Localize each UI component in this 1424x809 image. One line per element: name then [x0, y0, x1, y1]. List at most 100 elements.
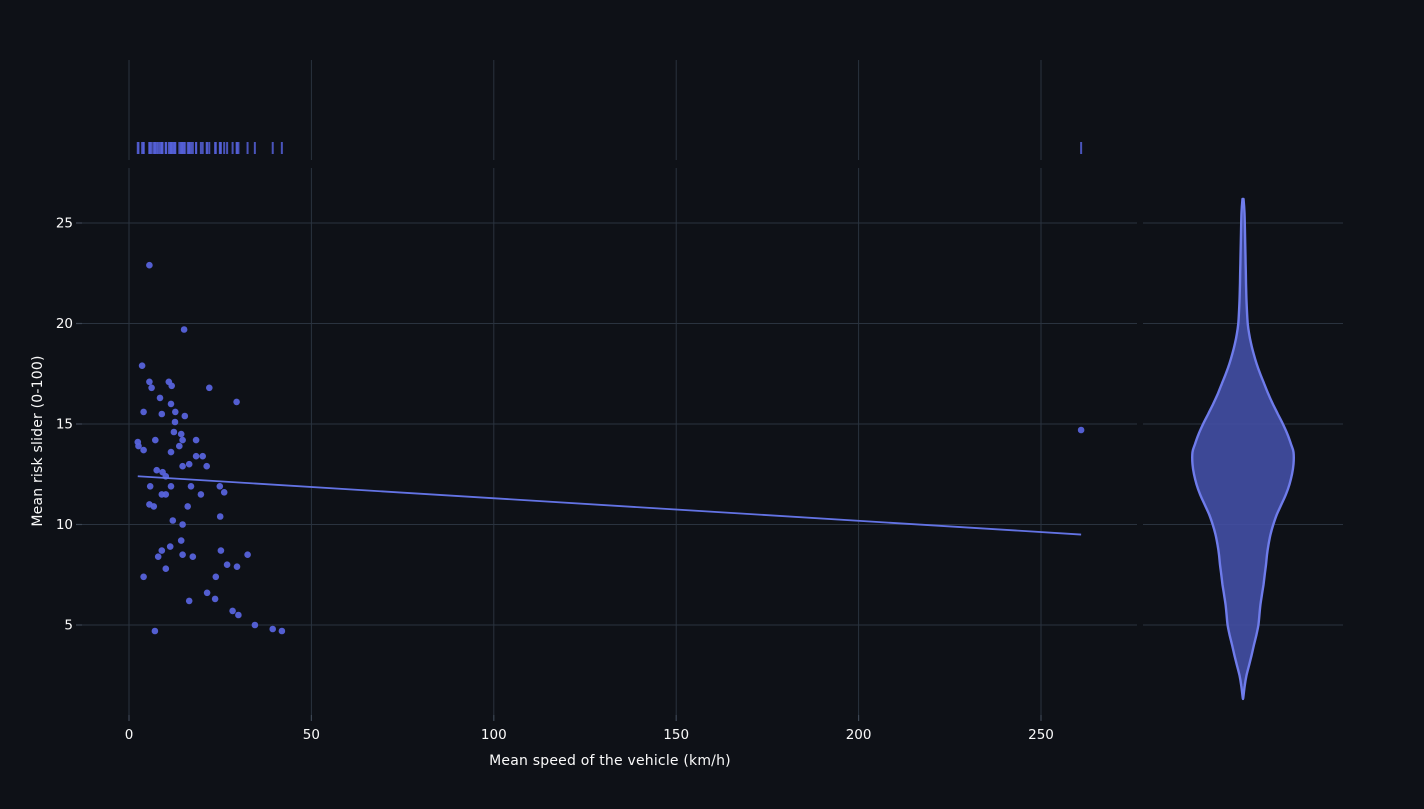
rug-plot: [136, 142, 1083, 154]
scatter-point: [176, 442, 183, 450]
rug-tick: [1080, 142, 1083, 154]
rug-tick: [181, 142, 184, 154]
scatter-point: [167, 448, 175, 456]
scatter-point: [172, 408, 179, 416]
rug-tick: [150, 142, 153, 154]
rug-tick: [195, 142, 198, 154]
rug-tick: [246, 142, 249, 154]
scatter-point: [162, 565, 170, 572]
scatter-point: [211, 595, 219, 603]
x-tick-label: 150: [663, 727, 689, 743]
violin-shape: [1191, 197, 1295, 701]
rug-tick: [186, 142, 189, 154]
rug-tick: [219, 142, 222, 154]
rug-tick: [280, 142, 283, 154]
scatter-points: [134, 261, 1085, 635]
scatter-point: [203, 462, 210, 470]
rug-tick: [142, 142, 145, 154]
scatter-point: [189, 553, 197, 560]
rug-tick: [155, 142, 158, 154]
regression-line: [137, 475, 1082, 536]
x-tick-label: 200: [846, 727, 872, 743]
scatter-point: [187, 483, 195, 490]
scatter-point: [181, 412, 189, 420]
scatter-point: [156, 394, 164, 402]
scatter-point: [177, 430, 185, 438]
scatter-point: [166, 543, 174, 550]
scatter-point: [150, 503, 158, 510]
rug-tick: [164, 142, 167, 154]
regression-line-group: [137, 475, 1082, 536]
scatter-point: [152, 436, 159, 444]
x-tick-label: 0: [125, 727, 134, 743]
violin-marginal: [1191, 197, 1295, 701]
scatter-point: [192, 452, 200, 460]
rug-tick: [152, 142, 155, 154]
scatter-point: [235, 611, 242, 619]
gridlines: [82, 60, 1343, 715]
scatter-point: [170, 428, 178, 436]
scatter-point: [229, 607, 236, 615]
scatter-point: [151, 627, 159, 635]
scatter-point: [135, 442, 142, 450]
scatter-point: [233, 398, 240, 406]
rug-tick: [160, 142, 163, 154]
scatter-point: [197, 491, 205, 498]
scatter-point: [192, 436, 200, 444]
scatter-point: [269, 625, 277, 633]
rug-tick: [137, 142, 140, 154]
rug-tick: [231, 142, 234, 154]
rug-tick: [190, 142, 193, 154]
scatter-point: [158, 547, 166, 554]
rug-tick: [167, 142, 170, 154]
scatter-point: [212, 573, 220, 581]
scatter-point: [185, 597, 193, 605]
scatter-point: [244, 551, 251, 558]
scatter-point: [223, 561, 231, 568]
scatter-point: [171, 418, 179, 426]
rug-tick: [214, 142, 217, 154]
scatter-point: [148, 384, 155, 392]
rug-tick: [226, 142, 229, 154]
x-tick-label: 250: [1028, 727, 1054, 743]
scatter-point: [162, 491, 170, 498]
rug-tick: [271, 142, 274, 154]
rug-tick: [191, 142, 194, 154]
scatter-point: [251, 621, 259, 629]
scatter-point: [217, 547, 225, 554]
scatter-point: [203, 589, 211, 597]
rug-tick: [172, 142, 175, 154]
rug-tick: [148, 142, 151, 154]
rug-tick: [208, 142, 211, 154]
scatter-point: [206, 384, 213, 392]
scatter-point: [140, 573, 147, 581]
rug-tick: [253, 142, 256, 154]
scatter-point: [167, 400, 175, 408]
y-tick-label: 15: [56, 417, 73, 433]
rug-tick: [237, 142, 240, 154]
x-axis-label: Mean speed of the vehicle (km/h): [489, 753, 731, 769]
scatter-point: [168, 382, 175, 390]
rug-tick: [206, 142, 209, 154]
axis-ticks: 0 50 100 150 200 250 5 10 15 20 25: [56, 216, 1054, 744]
scatter-point: [179, 521, 186, 528]
scatter-point: [154, 553, 162, 560]
rug-tick: [180, 142, 183, 154]
scatter-point: [199, 452, 206, 460]
x-tick-label: 50: [303, 727, 320, 743]
scatter-point: [146, 483, 154, 490]
y-axis-label: Mean risk slider (0-100): [30, 355, 46, 527]
rug-tick: [141, 142, 144, 154]
scatter-point: [233, 563, 241, 570]
scatter-point: [158, 410, 166, 418]
y-tick-label: 5: [64, 618, 73, 634]
rug-tick: [173, 142, 176, 154]
rug-tick: [223, 142, 226, 154]
rug-tick: [171, 142, 174, 154]
scatter-point: [220, 489, 228, 496]
rug-tick: [199, 142, 202, 154]
scatter-point: [185, 460, 193, 468]
scatter-point: [179, 462, 186, 470]
